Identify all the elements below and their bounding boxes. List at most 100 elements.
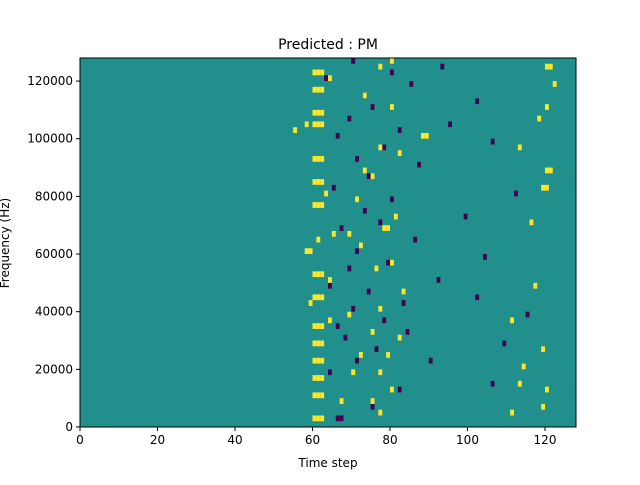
heatmap-cell-high bbox=[397, 334, 402, 341]
heatmap-cell-low bbox=[475, 98, 480, 105]
heatmap-cell-high bbox=[316, 202, 321, 208]
heatmap-cell-low bbox=[331, 184, 336, 191]
heatmap-cell-high bbox=[320, 86, 325, 93]
heatmap-cell-high bbox=[548, 167, 553, 174]
heatmap-cell-low bbox=[335, 323, 340, 329]
heatmap-cell-high bbox=[370, 398, 375, 404]
heatmap-cell-low bbox=[335, 415, 340, 422]
heatmap-cell-high bbox=[320, 375, 325, 381]
heatmap-cell-low bbox=[351, 58, 356, 64]
y-axis-label: Frequency (Hz) bbox=[0, 198, 12, 289]
heatmap-cell-high bbox=[517, 144, 522, 151]
heatmap-cell-high bbox=[347, 230, 352, 237]
heatmap-cell-high bbox=[331, 230, 336, 237]
heatmap-cell-high bbox=[312, 109, 317, 116]
heatmap-cell-high bbox=[312, 179, 317, 185]
heatmap-cell-low bbox=[370, 403, 375, 410]
y-tick-label: 40000 bbox=[35, 305, 73, 319]
heatmap-cell-high bbox=[545, 63, 549, 70]
heatmap-cell-high bbox=[312, 392, 317, 399]
heatmap-cell-low bbox=[436, 277, 441, 283]
heatmap-cell-high bbox=[529, 219, 534, 226]
heatmap-cell-high bbox=[316, 236, 321, 243]
heatmap-cell-high bbox=[347, 311, 352, 318]
heatmap-cell-high bbox=[320, 392, 325, 399]
heatmap-cell-high bbox=[312, 86, 317, 93]
heatmap-cell-low bbox=[490, 138, 495, 145]
heatmap-cell-high bbox=[316, 69, 321, 76]
heatmap-cell-high bbox=[382, 225, 387, 231]
heatmap-cell-low bbox=[335, 132, 340, 139]
heatmap-cell-high bbox=[517, 380, 522, 387]
heatmap-cell-low bbox=[390, 196, 394, 203]
heatmap-cell-high bbox=[378, 63, 383, 70]
heatmap-cell-high bbox=[390, 58, 394, 64]
heatmap-cell-high bbox=[339, 398, 344, 404]
heatmap-cell-low bbox=[463, 213, 468, 220]
heatmap-cell-low bbox=[382, 317, 387, 324]
heatmap-cell-high bbox=[312, 375, 317, 381]
heatmap-cell-high bbox=[386, 225, 391, 231]
heatmap-cell-high bbox=[328, 317, 332, 324]
heatmap-cell-high bbox=[401, 288, 406, 295]
heatmap-cell-low bbox=[339, 225, 344, 231]
heatmap-cell-high bbox=[304, 248, 309, 255]
heatmap-cell-low bbox=[328, 282, 332, 289]
heatmap-cell-low bbox=[475, 294, 480, 301]
heatmap-cell-high bbox=[545, 167, 549, 174]
heatmap-cell-low bbox=[370, 104, 375, 110]
heatmap-cell-high bbox=[390, 104, 394, 110]
heatmap-cell-high bbox=[316, 109, 321, 116]
heatmap-cell-high bbox=[541, 346, 546, 353]
y-tick-label: 20000 bbox=[35, 362, 73, 376]
heatmap-cell-high bbox=[510, 317, 515, 324]
heatmap-cell-low bbox=[366, 288, 371, 295]
y-tick-label: 80000 bbox=[35, 189, 73, 203]
heatmap-cell-high bbox=[424, 132, 429, 139]
heatmap-cell-high bbox=[312, 121, 317, 128]
heatmap-cell-low bbox=[514, 190, 518, 197]
heatmap-cell-low bbox=[374, 346, 379, 353]
heatmap-cell-high bbox=[312, 69, 317, 76]
heatmap-cell-high bbox=[328, 277, 332, 283]
heatmap-cell-high bbox=[378, 409, 383, 416]
heatmap-cell-high bbox=[397, 150, 402, 157]
heatmap-cell-low bbox=[378, 219, 383, 226]
heatmap-cell-low bbox=[409, 81, 414, 87]
heatmap-cell-high bbox=[521, 363, 526, 370]
heatmap-cell-high bbox=[362, 92, 367, 99]
heatmap-cell-high bbox=[386, 352, 391, 358]
heatmap-cell-low bbox=[339, 415, 344, 422]
heatmap-cell-high bbox=[316, 121, 321, 128]
heatmap-cell-low bbox=[355, 248, 360, 255]
heatmap-cell-low bbox=[490, 380, 495, 387]
heatmap-cell-high bbox=[378, 144, 383, 151]
heatmap-cell-high bbox=[359, 242, 363, 249]
heatmap-cell-low bbox=[355, 357, 360, 364]
heatmap-cell-high bbox=[374, 265, 379, 272]
heatmap-cell-high bbox=[316, 415, 321, 422]
heatmap-cell-low bbox=[390, 69, 394, 76]
heatmap-cell-high bbox=[312, 202, 317, 208]
heatmap-cell-high bbox=[320, 294, 325, 301]
heatmap-cell-high bbox=[312, 294, 317, 301]
heatmap-cell-high bbox=[320, 357, 325, 364]
heatmap-cell-high bbox=[312, 415, 317, 422]
heatmap-cell-high bbox=[320, 202, 325, 208]
heatmap-cell-high bbox=[293, 127, 298, 133]
heatmap-cell-high bbox=[312, 271, 317, 278]
heatmap-cell-high bbox=[545, 386, 549, 393]
heatmap-cell-low bbox=[405, 328, 410, 335]
y-tick-label: 100000 bbox=[27, 132, 73, 146]
x-tick-label: 100 bbox=[456, 433, 479, 447]
heatmap-cell-low bbox=[347, 265, 352, 272]
heatmap-cell-high bbox=[316, 271, 321, 278]
x-axis-ticks: 0 20 40 60 80 100 120 bbox=[76, 427, 556, 447]
heatmap-cell-high bbox=[316, 179, 321, 185]
heatmap-cell-low bbox=[525, 311, 530, 318]
heatmap-cell-low bbox=[483, 254, 487, 260]
heatmap-cell-high bbox=[552, 81, 557, 87]
chart-title: Predicted : PM bbox=[278, 37, 378, 53]
heatmap-cell-high bbox=[541, 403, 546, 410]
